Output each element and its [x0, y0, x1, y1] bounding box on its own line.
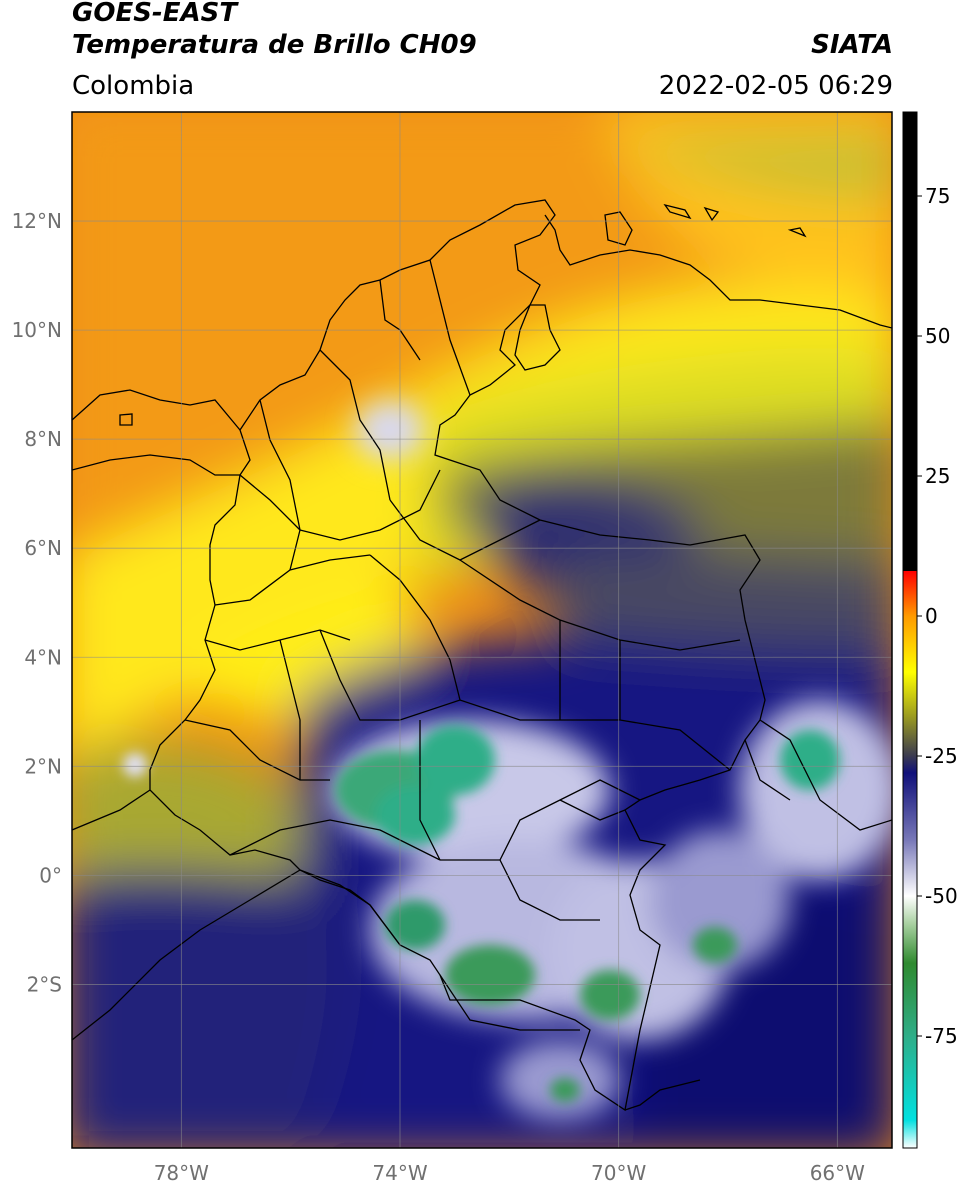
- lat-tick-label: 2°N: [24, 754, 62, 778]
- colorbar-tick-label: 50: [925, 324, 950, 348]
- lat-tick-label: 2°S: [27, 972, 62, 996]
- longitude-tick-labels: 78°W 74°W 70°W 66°W: [154, 1161, 865, 1185]
- title-satellite: GOES-EAST: [72, 0, 238, 28]
- colorbar-tick-label: -50: [925, 884, 958, 908]
- colombia-border: [149, 199, 766, 1112]
- boundaries: [72, 199, 892, 1112]
- brazil-border: [624, 1079, 701, 1111]
- colorbar-frame: [902, 111, 918, 1149]
- venezuela-coast: [544, 214, 892, 329]
- colorbar-tick-label: 75: [925, 184, 950, 208]
- lon-tick-label: 78°W: [154, 1161, 209, 1185]
- latitude-tick-labels: 12°N 10°N 8°N 6°N 4°N 2°N 0° 2°S: [12, 209, 62, 996]
- lon-tick-label: 66°W: [810, 1161, 865, 1185]
- colorbar-tick-label: -75: [925, 1024, 958, 1048]
- colorbar-tick-label: 0: [925, 604, 938, 628]
- colorbar-ticks: 75 50 25 0 -25 -50 -75: [917, 184, 958, 1048]
- lat-tick-label: 4°N: [24, 645, 62, 669]
- lat-tick-label: 8°N: [24, 427, 62, 451]
- lat-tick-label: 0°: [39, 863, 62, 887]
- colorbar-gradient: [903, 112, 917, 1148]
- colorbar: 75 50 25 0 -25 -50 -75: [902, 111, 958, 1149]
- title-product: Temperatura de Brillo CH09: [72, 30, 477, 60]
- timestamp: 2022-02-05 06:29: [658, 71, 893, 101]
- map-frame: [71, 111, 893, 1149]
- lat-tick-label: 10°N: [12, 318, 62, 342]
- brand-label: SIATA: [811, 30, 893, 60]
- lon-tick-label: 74°W: [372, 1161, 427, 1185]
- gridlines: [72, 112, 892, 1148]
- brightness-temperature-field: [72, 112, 892, 1148]
- lat-tick-label: 12°N: [12, 209, 62, 233]
- region-label: Colombia: [72, 71, 195, 101]
- lat-tick-label: 6°N: [24, 536, 62, 560]
- lon-tick-label: 70°W: [591, 1161, 646, 1185]
- colorbar-tick-label: -25: [925, 744, 958, 768]
- colorbar-tick-label: 25: [925, 464, 950, 488]
- panama-coast: [72, 389, 241, 431]
- ecuador-border: [72, 789, 151, 831]
